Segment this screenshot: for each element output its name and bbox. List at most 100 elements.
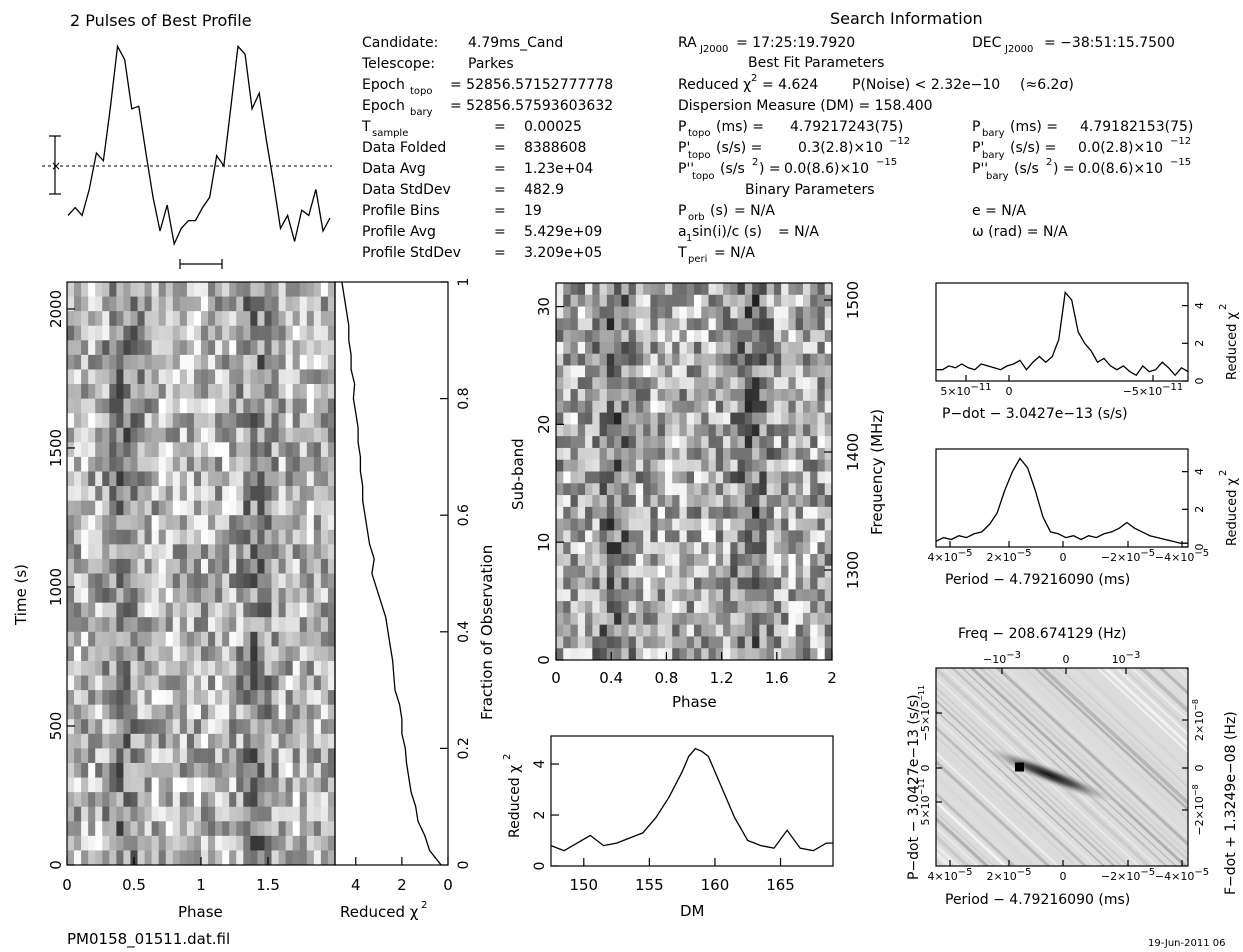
time-phase-cell: [109, 660, 117, 677]
time-phase-cell: [229, 413, 237, 429]
time-phase-cell: [179, 456, 188, 472]
time-phase-cell: [229, 369, 237, 385]
pdot-period-frame: [935, 667, 1189, 867]
time-phase-cell: [123, 311, 131, 327]
time-phase-cell: [215, 806, 223, 822]
subband-phase-freq-tick-label: 1500: [844, 281, 862, 319]
svg-text:P': P': [972, 140, 984, 156]
time-phase-cell: [109, 704, 117, 720]
time-phase-cell: [201, 515, 209, 531]
subband-phase-cell: [737, 436, 746, 449]
subband-phase-cell: [694, 341, 702, 355]
subband-phase-cell: [752, 636, 760, 649]
subband-phase-cell: [810, 577, 818, 590]
svg-text:orb: orb: [688, 212, 705, 223]
svg-text:1: 1: [686, 233, 692, 244]
subband-phase-cell: [744, 518, 753, 531]
profile-bins-row: Profile Bins = 19: [362, 203, 542, 219]
subband-phase-cell: [715, 365, 724, 378]
subband-phase-cell: [795, 389, 804, 402]
subband-phase-cell: [759, 365, 768, 378]
subband-phase-cell: [643, 353, 651, 366]
subband-phase-cell: [614, 506, 622, 520]
profile-stddev-row: Profile StdDev = 3.209e+05: [362, 245, 602, 261]
chi2-period-frame: [935, 448, 1189, 548]
time-phase-cell: [179, 413, 188, 429]
subband-phase-cell: [817, 400, 826, 414]
subband-phase-cell: [679, 365, 688, 378]
subband-phase-cell: [766, 471, 775, 484]
time-phase-cell: [292, 500, 301, 516]
time-phase-cell: [236, 631, 244, 647]
subband-phase-cell: [752, 353, 760, 366]
subband-phase-cell: [781, 648, 789, 661]
subband-phase-cell: [628, 365, 637, 378]
subband-phase-cell: [628, 318, 637, 331]
subband-phase-cell: [563, 530, 572, 543]
subband-phase-cell: [556, 601, 564, 614]
time-phase-cell: [292, 690, 301, 706]
subband-phase-cell: [701, 389, 710, 402]
time-phase-cell: [151, 529, 160, 545]
subband-phase-cell: [585, 318, 593, 331]
subband-phase-cell: [679, 565, 688, 579]
subband-phase-cell: [585, 436, 593, 449]
time-phase-cell: [193, 471, 202, 487]
time-phase-heatmap-cells: [67, 282, 336, 866]
subband-phase-cell: [788, 341, 797, 355]
time-phase-cell: [264, 792, 273, 808]
subband-phase-cell: [795, 294, 804, 308]
time-phase-cell: [201, 456, 209, 472]
subband-phase-cell: [585, 636, 593, 649]
time-phase-cell: [250, 806, 258, 822]
svg-text:J2000: J2000: [1004, 44, 1033, 55]
subband-phase-cell: [679, 589, 688, 602]
subband-phase-cell: [643, 589, 651, 602]
time-phase-cell: [264, 486, 273, 502]
time-phase-cell: [116, 354, 124, 370]
subband-phase-cell: [664, 318, 673, 331]
subband-phase-cell: [730, 341, 739, 355]
time-phase-cell: [165, 471, 174, 487]
time-phase-cell: [74, 850, 82, 866]
time-phase-cell: [313, 631, 322, 647]
time-phase-cell: [109, 354, 117, 370]
subband-phase-cell: [781, 424, 789, 437]
time-phase-cell: [74, 704, 82, 720]
subband-phase-cell: [635, 624, 644, 637]
time-phase-cell: [179, 762, 188, 779]
subband-phase-cell: [715, 447, 724, 461]
subband-phase-cell: [577, 471, 586, 484]
subband-phase-cell: [737, 318, 746, 331]
time-phase-cell: [95, 456, 103, 472]
time-phase-cell: [229, 704, 237, 720]
time-phase-cell: [137, 588, 146, 604]
time-phase-cell: [102, 617, 110, 633]
time-phase-cell: [144, 806, 153, 822]
time-phase-cell: [144, 733, 153, 749]
subband-phase-cell: [614, 530, 622, 543]
subband-phase-cell: [657, 447, 666, 461]
time-phase-cell: [313, 719, 322, 735]
subband-phase-cell: [556, 624, 564, 637]
pdot-period-stripe: [936, 677, 1140, 866]
subband-phase-cell: [563, 330, 572, 343]
time-phase-cell: [81, 777, 89, 793]
time-phase-cell: [243, 762, 251, 779]
subband-phase-cell: [701, 542, 710, 555]
subband-phase-cell: [708, 306, 717, 319]
time-phase-cell: [186, 456, 195, 472]
reduced-chi2-row: Reduced χ 2 = 4.624 P(Noise) < 2.32e−10 …: [678, 73, 1074, 93]
subband-phase-cell: [744, 506, 753, 520]
time-phase-cell: [243, 675, 251, 691]
time-phase-cell: [116, 486, 124, 502]
time-phase-cell: [320, 500, 329, 516]
binary-title: Binary Parameters: [745, 182, 875, 198]
time-phase-cell: [130, 296, 139, 312]
subband-phase-cell: [708, 389, 717, 402]
time-phase-cell: [236, 558, 244, 574]
subband-phase-cell: [628, 577, 637, 590]
time-phase-cell: [236, 384, 244, 400]
time-phase-cell: [292, 850, 301, 866]
time-phase-cell: [123, 354, 131, 370]
